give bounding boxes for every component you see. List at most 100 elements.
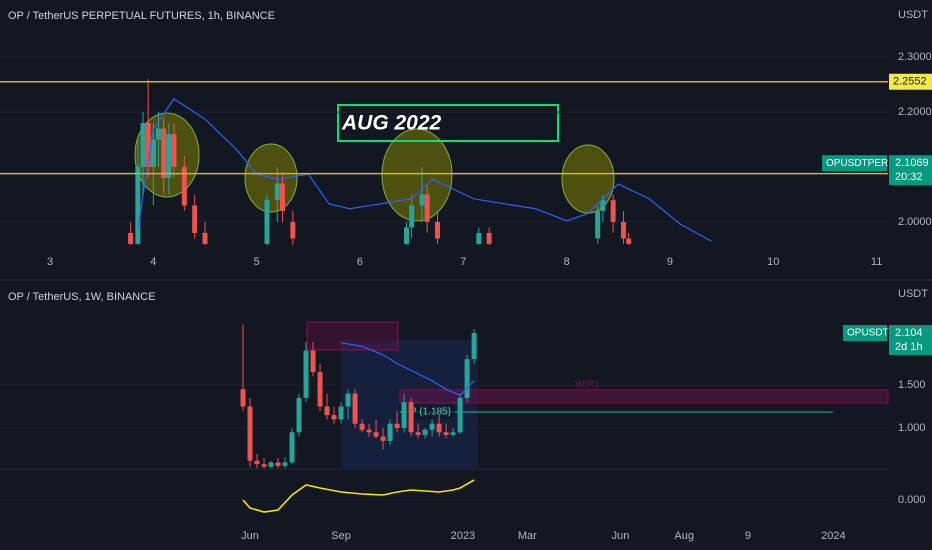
x-tick-label: 10 [767,256,779,268]
candle-body [352,393,358,424]
x-tick-label: 9 [667,256,673,268]
candle-body [403,227,409,244]
zone [399,389,889,404]
candle-body [202,232,208,244]
symbol-label-box [843,325,887,342]
x-tick-label: 7 [460,256,466,268]
x-tick-label: Aug [674,530,694,542]
price-label-box [889,73,932,90]
candle-body [626,238,632,244]
candle-body [401,402,407,428]
unit: USDT [898,9,928,21]
chart-title: OP / TetherUS, 1W, BINANCE [8,291,156,303]
y-tick-label: 2.0000 [898,216,932,228]
candle-body [282,462,288,466]
candle-body [345,393,351,407]
annotation-box [337,104,559,142]
candle-body [240,389,246,407]
candle-body [387,423,393,441]
candle-body [161,128,167,178]
candle-body [135,166,141,244]
candle-body [317,372,323,407]
pivot-label: P (1.185) [410,407,451,418]
price-pane [0,56,888,245]
countdown: 20:32 [895,171,923,183]
candle-body [620,221,626,239]
candle-body [156,128,162,140]
candle-body [415,432,421,435]
candle-body [595,210,601,239]
x-tick-label: 5 [254,256,260,268]
x-tick-label: 4 [150,256,156,268]
candle-body [331,415,337,420]
x-tick-label: Mar [518,530,537,542]
candle-body [457,397,463,433]
candle-body [192,205,198,233]
candle-body [422,429,428,435]
candle-body [261,464,267,467]
candle-body [408,402,414,433]
candle-body [279,183,285,211]
candle-body [140,123,146,167]
candle-body [181,166,187,206]
last-price: 2.1069 [895,157,929,169]
candle-body [268,462,274,467]
x-tick-label: Sep [331,530,351,542]
candle-body [264,199,270,244]
candle-body [296,397,302,433]
candle-body [275,462,281,466]
indicator-line [242,479,475,513]
x-tick-label: 3 [47,256,53,268]
y-tick-label: 2.2000 [898,106,932,118]
candle-body [443,432,449,435]
y-tick-label: 0.000 [898,494,926,506]
candle-body [464,359,470,398]
candle-body [150,139,156,167]
candle-body [434,221,440,239]
candle-body [289,432,295,463]
highlight-ellipse [561,144,615,214]
candle-body [324,406,330,416]
candle-body [310,350,316,373]
candle-body [274,183,280,200]
candle-body [166,134,172,178]
pivot-label-box [407,404,455,420]
price-label: 2.2552 [893,76,927,88]
chart-title: OP / TetherUS PERPETUAL FUTURES, 1h, BIN… [8,10,275,22]
price-pane: P (1.185) [0,324,888,468]
x-tick-label: Jun [612,530,630,542]
indicator-pane [0,479,888,513]
x-tick-label: 2023 [451,530,475,542]
x-tick-label: 8 [564,256,570,268]
symbol-label: OPUSDTPERP [826,158,895,169]
y-tick-label: 1.500 [898,379,926,391]
candle-body [610,199,616,222]
candle-body [380,436,386,441]
candle-body [247,406,253,461]
y-tick-label: 1.000 [898,422,926,434]
highlight-ellipse [381,128,453,222]
moving-average [137,98,712,242]
last-price-box [889,155,932,186]
axes: 2.30002.20002.0000345678910112.25522.087… [47,51,932,542]
candle-body [486,232,492,244]
candle-body [394,423,400,428]
unit: USDT [898,288,928,300]
candle-body [419,194,425,206]
candle-body [171,134,177,167]
candle-body [476,232,482,244]
x-tick-label: Jun [241,530,259,542]
candle-body [145,123,151,167]
last-price: 2.104 [895,327,923,339]
moving-average [340,342,475,397]
candle-body [600,199,606,211]
candle-body [436,423,442,433]
candle-body [290,221,296,239]
x-tick-label: 9 [745,530,751,542]
x-tick-label: 2024 [821,530,845,542]
candle-body [359,423,365,430]
last-price-box [889,325,932,356]
candle-body [424,194,430,222]
